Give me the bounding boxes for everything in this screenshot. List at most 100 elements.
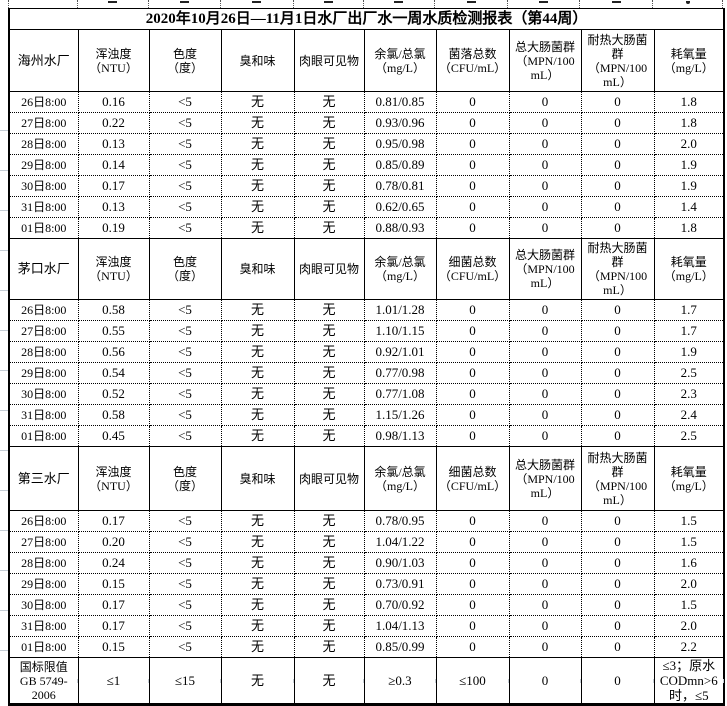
cutoff-cell-fragment [9, 0, 78, 8]
value-cell: 无 [293, 404, 365, 426]
table-row: 29日8:00 0.15 <5 无无 0.73/0.91 0 0 0 2.0 [8, 573, 725, 595]
column-header-cell: 总大肠菌群 （MPN/100 mL） [508, 446, 582, 511]
row-time-cell: 31日8:00 [8, 196, 79, 218]
column-header-cell: 耐热大肠菌 群 （MPN/100 mL） [580, 238, 655, 300]
row-time-cell: 29日8:00 [8, 573, 79, 595]
value-cell: 0.77/1.08 [363, 383, 437, 405]
value-cell: 0.98/1.13 [363, 425, 437, 447]
value-cell: 无 [220, 425, 295, 447]
value-cell: 0.78/0.81 [363, 175, 437, 197]
column-header-cell: 臭和味 [220, 29, 295, 92]
value-cell: 0.56 [77, 341, 150, 363]
row-time-cell: 30日8:00 [8, 175, 79, 197]
cutoff-glyph-fragment [394, 1, 404, 3]
value-cell: 0.14 [77, 154, 150, 176]
value-cell: 0.78/0.95 [363, 510, 437, 532]
value-cell: 0 [508, 91, 582, 113]
section-header-row: 茅口水厂 浑浊度 （NTU） 色度 （度） 臭和味 肉眼可见物 余氯/总氯 （mg/L）细… [8, 238, 725, 300]
value-cell: 0.52 [77, 383, 150, 405]
value-cell: 无 [220, 552, 295, 574]
value-cell: 0 [580, 217, 655, 239]
cutoff-cell-fragment [508, 0, 581, 8]
value-cell: 无 [220, 404, 295, 426]
row-time-cell: 01日8:00 [8, 217, 79, 239]
value-cell: 无 [293, 133, 365, 155]
value-cell: 1.9 [653, 341, 725, 363]
value-cell: <5 [148, 299, 222, 321]
value-cell: 1.9 [653, 154, 725, 176]
value-cell: 0.81/0.85 [363, 91, 437, 113]
value-cell: <5 [148, 91, 222, 113]
value-cell: <5 [148, 196, 222, 218]
row-time-cell: 29日8:00 [8, 362, 79, 384]
table-row: 01日8:00 0.15 <5 无无 0.85/0.99 0 0 0 2.2 [8, 636, 725, 658]
value-cell: 0.70/0.92 [363, 594, 437, 616]
value-cell: 无 [293, 531, 365, 553]
value-cell: 0.15 [77, 636, 150, 658]
value-cell: 0 [580, 154, 655, 176]
value-cell: 无 [293, 552, 365, 574]
value-cell: 0.16 [77, 91, 150, 113]
cutoff-glyph-fragment [323, 1, 333, 3]
sheet-gridline-stub [0, 210, 8, 211]
sheet-gridline-stub [77, 679, 78, 683]
column-header-cell: 细菌总数 （CFU/mL） [435, 238, 510, 300]
value-cell: 无 [220, 320, 295, 342]
row-time-cell: 31日8:00 [8, 404, 79, 426]
table-row: 30日8:00 0.17 <5 无无 0.70/0.92 0 0 0 1.5 [8, 594, 725, 616]
value-cell: 0 [435, 552, 510, 574]
table-row: 26日8:00 0.17 <5 无无 0.78/0.95 0 0 0 1.5 [8, 510, 725, 532]
section-header-row: 海州水厂 浑浊度 （NTU） 色度 （度） 臭和味 肉眼可见物 余氯/总氯 （mg/L）菌… [8, 29, 725, 92]
value-cell: <5 [148, 112, 222, 134]
value-cell: 0.15 [77, 573, 150, 595]
value-cell: 0.62/0.65 [363, 196, 437, 218]
standard-label-cell: 国标限值 GB 5749- 2006 [8, 657, 79, 705]
value-cell: 0 [580, 175, 655, 197]
value-cell: 0 [508, 299, 582, 321]
value-cell: <5 [148, 404, 222, 426]
value-cell: 无 [293, 341, 365, 363]
standard-value-cell: 0 [580, 657, 655, 705]
table-row: 31日8:00 0.17 <5 无无 1.04/1.13 0 0 0 2.0 [8, 615, 725, 637]
value-cell: 0 [580, 552, 655, 574]
value-cell: 0 [580, 133, 655, 155]
value-cell: 0.17 [77, 615, 150, 637]
value-cell: 0 [435, 531, 510, 553]
value-cell: <5 [148, 362, 222, 384]
row-time-cell: 26日8:00 [8, 299, 79, 321]
sheet-gridline-stub [220, 679, 221, 683]
value-cell: 0 [508, 383, 582, 405]
section-header-row: 第三水厂 浑浊度 （NTU） 色度 （度） 臭和味 肉眼可见物 余氯/总氯 （mg/L）细… [8, 446, 725, 511]
table-row: 28日8:00 0.56 <5 无无 0.92/1.01 0 0 0 1.9 [8, 341, 725, 363]
column-header-cell: 余氯/总氯 （mg/L） [363, 238, 437, 300]
table-row: 01日8:00 0.19 <5 无无 0.88/0.93 0 0 0 1.8 [8, 217, 725, 239]
sheet-gridline-stub [0, 170, 8, 171]
value-cell: 0.58 [77, 404, 150, 426]
value-cell: 0 [580, 594, 655, 616]
cutoff-cell-fragment [653, 0, 723, 8]
sheet-gridline-stub [148, 679, 149, 683]
value-cell: 0 [435, 425, 510, 447]
value-cell: 1.5 [653, 510, 725, 532]
sheet-gridline-stub [508, 679, 509, 683]
plant-name-cell: 第三水厂 [8, 446, 79, 511]
row-time-cell: 01日8:00 [8, 425, 79, 447]
column-header-cell: 色度 （度） [148, 446, 222, 511]
value-cell: 0.58 [77, 299, 150, 321]
column-header-cell: 余氯/总氯 （mg/L） [363, 446, 437, 511]
value-cell: 2.5 [653, 362, 725, 384]
table-row: 26日8:00 0.58 <5 无无 1.01/1.28 0 0 0 1.7 [8, 299, 725, 321]
value-cell: 无 [293, 425, 365, 447]
value-cell: 2.4 [653, 404, 725, 426]
row-time-cell: 31日8:00 [8, 615, 79, 637]
value-cell: 1.7 [653, 299, 725, 321]
value-cell: 0 [580, 510, 655, 532]
table-row: 26日8:00 0.16 <5 无无 0.81/0.85 0 0 0 1.8 [8, 91, 725, 113]
value-cell: 0 [508, 636, 582, 658]
column-header-cell: 臭和味 [220, 238, 295, 300]
value-cell: 无 [220, 383, 295, 405]
value-cell: <5 [148, 552, 222, 574]
column-header-cell: 细菌总数 （CFU/mL） [435, 446, 510, 511]
column-header-cell: 色度 （度） [148, 29, 222, 92]
